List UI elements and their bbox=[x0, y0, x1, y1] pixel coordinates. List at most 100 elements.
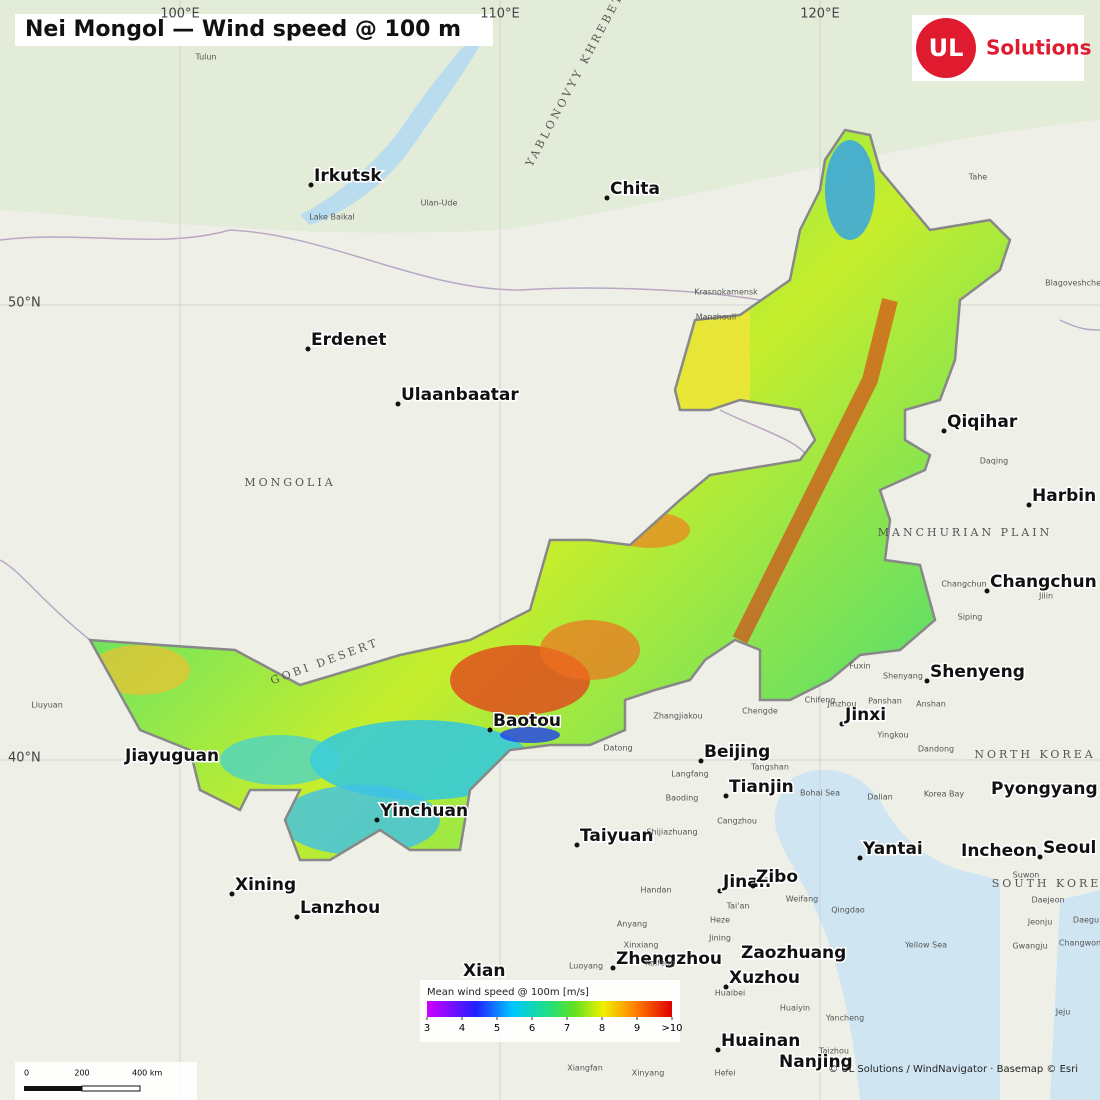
place-label: Shenyang bbox=[883, 672, 923, 681]
city-label: Jiayuguan bbox=[124, 746, 219, 766]
city-label: Tianjin bbox=[729, 777, 794, 797]
attribution: © UL Solutions / WindNavigator · Basemap… bbox=[828, 1064, 1078, 1075]
city-dot bbox=[395, 401, 401, 407]
city-dot bbox=[984, 588, 990, 594]
place-label: Heze bbox=[710, 916, 730, 925]
city-dot bbox=[857, 855, 863, 861]
city-label: Taiyuan bbox=[580, 826, 653, 846]
city-label: Jinan bbox=[722, 872, 771, 892]
city-label: Jinxi bbox=[844, 705, 886, 725]
scale-segment bbox=[24, 1086, 82, 1091]
legend-tick-label: 7 bbox=[564, 1023, 570, 1034]
city-dot bbox=[698, 758, 704, 764]
legend-tick-label: 4 bbox=[459, 1023, 465, 1034]
border bbox=[0, 229, 1100, 641]
place-label: Dandong bbox=[918, 745, 954, 754]
place-label: Ulan-Ude bbox=[421, 199, 458, 208]
legend-tick-label: 6 bbox=[529, 1023, 535, 1034]
city-dot bbox=[715, 1047, 721, 1053]
city-dot bbox=[374, 817, 380, 823]
city-label: Xining bbox=[235, 875, 296, 895]
city-label: Baotou bbox=[493, 711, 561, 731]
city-label: Seoul bbox=[1043, 838, 1096, 858]
place-label: Hefei bbox=[715, 1069, 736, 1078]
legend-title: Mean wind speed @ 100m [m/s] bbox=[427, 987, 589, 998]
place-label: Luoyang bbox=[569, 962, 603, 971]
place-label: Korea Bay bbox=[924, 790, 965, 799]
place-label: Weifang bbox=[786, 895, 818, 904]
place-label: Yancheng bbox=[825, 1014, 864, 1023]
logo-mark bbox=[916, 18, 976, 78]
place-label: Xinyang bbox=[632, 1069, 665, 1078]
place-label: Siping bbox=[958, 613, 983, 622]
city-dot bbox=[839, 721, 845, 727]
city-label: Zhengzhou bbox=[616, 949, 722, 969]
place-label: Datong bbox=[603, 744, 632, 753]
place-label: Bohai Sea bbox=[800, 789, 840, 798]
place-label: Jeju bbox=[1055, 1008, 1071, 1017]
city-dot bbox=[941, 428, 947, 434]
city-label: Yinchuan bbox=[379, 801, 468, 821]
city-dot bbox=[1026, 502, 1032, 508]
scale-label: 400 km bbox=[132, 1069, 162, 1078]
place-label: Qingdao bbox=[831, 906, 865, 915]
title-box bbox=[15, 14, 493, 46]
city-dot bbox=[229, 891, 235, 897]
city-dot bbox=[924, 678, 930, 684]
place-label: Yellow Sea bbox=[904, 941, 947, 950]
region-label: NORTH KOREA bbox=[974, 748, 1095, 761]
title: Nei Mongol — Wind speed @ 100 m bbox=[25, 17, 461, 42]
city-label: Chita bbox=[610, 179, 660, 199]
region-label: MANCHURIAN PLAIN bbox=[878, 526, 1052, 539]
city-label: Beijing bbox=[704, 742, 770, 762]
city-label: Pyongyang bbox=[991, 779, 1098, 799]
legend-tick-label: 5 bbox=[494, 1023, 500, 1034]
logo-mark-text: UL bbox=[929, 34, 964, 62]
city-dot bbox=[604, 195, 610, 201]
place-label: Xiangfan bbox=[567, 1064, 603, 1073]
place-label: Changwon bbox=[1059, 939, 1100, 948]
place-label: Lake Baikal bbox=[309, 213, 354, 222]
place-label: Chengde bbox=[742, 707, 778, 716]
place-label: Zhangjiakou bbox=[653, 712, 702, 721]
logo-text: Solutions bbox=[986, 36, 1092, 60]
place-label: Jilin bbox=[1038, 592, 1053, 601]
city-label: Nanjing bbox=[779, 1052, 853, 1072]
legend-tick-label: 8 bbox=[599, 1023, 605, 1034]
place-label: Handan bbox=[640, 886, 671, 895]
city-label: Huainan bbox=[721, 1031, 800, 1051]
legend-tick-label: >10 bbox=[661, 1023, 682, 1034]
city-dot bbox=[487, 727, 493, 733]
place-label: Panshan bbox=[868, 697, 902, 706]
place-label: Huaibei bbox=[715, 989, 745, 998]
city-dot bbox=[610, 965, 616, 971]
city-label: Irkutsk bbox=[314, 166, 382, 186]
place-label: Daegu bbox=[1073, 916, 1099, 925]
city-label: Zibo bbox=[756, 867, 798, 887]
place-label: Taizhou bbox=[818, 1047, 849, 1056]
city-dot bbox=[574, 842, 580, 848]
place-label: Krasnokamensk bbox=[694, 288, 758, 297]
city-label: Zaozhuang bbox=[741, 943, 846, 963]
city-label: Ulaanbaatar bbox=[401, 385, 519, 405]
city-label: Xian bbox=[463, 961, 506, 981]
city-dot bbox=[723, 984, 729, 990]
city-label: Yantai bbox=[862, 839, 923, 859]
place-label: Tai'an bbox=[726, 902, 750, 911]
scale-box bbox=[15, 1062, 197, 1100]
place-label: Manzhouli bbox=[696, 313, 737, 322]
legend-colorbar bbox=[427, 1001, 672, 1017]
city-dot bbox=[717, 888, 723, 894]
forest bbox=[0, 0, 1100, 233]
place-label: Tahe bbox=[968, 173, 988, 182]
city-label: Lanzhou bbox=[300, 898, 380, 918]
graticule-label: 120°E bbox=[800, 7, 840, 22]
region-label: SOUTH KOREA bbox=[992, 877, 1100, 890]
place-label: Fuxin bbox=[849, 662, 870, 671]
city-label: Erdenet bbox=[311, 330, 386, 350]
place-label: Daqing bbox=[980, 457, 1009, 466]
graticule-label: 50°N bbox=[8, 296, 41, 311]
place-label: Langfang bbox=[671, 770, 708, 779]
lake-baikal bbox=[300, 40, 480, 225]
